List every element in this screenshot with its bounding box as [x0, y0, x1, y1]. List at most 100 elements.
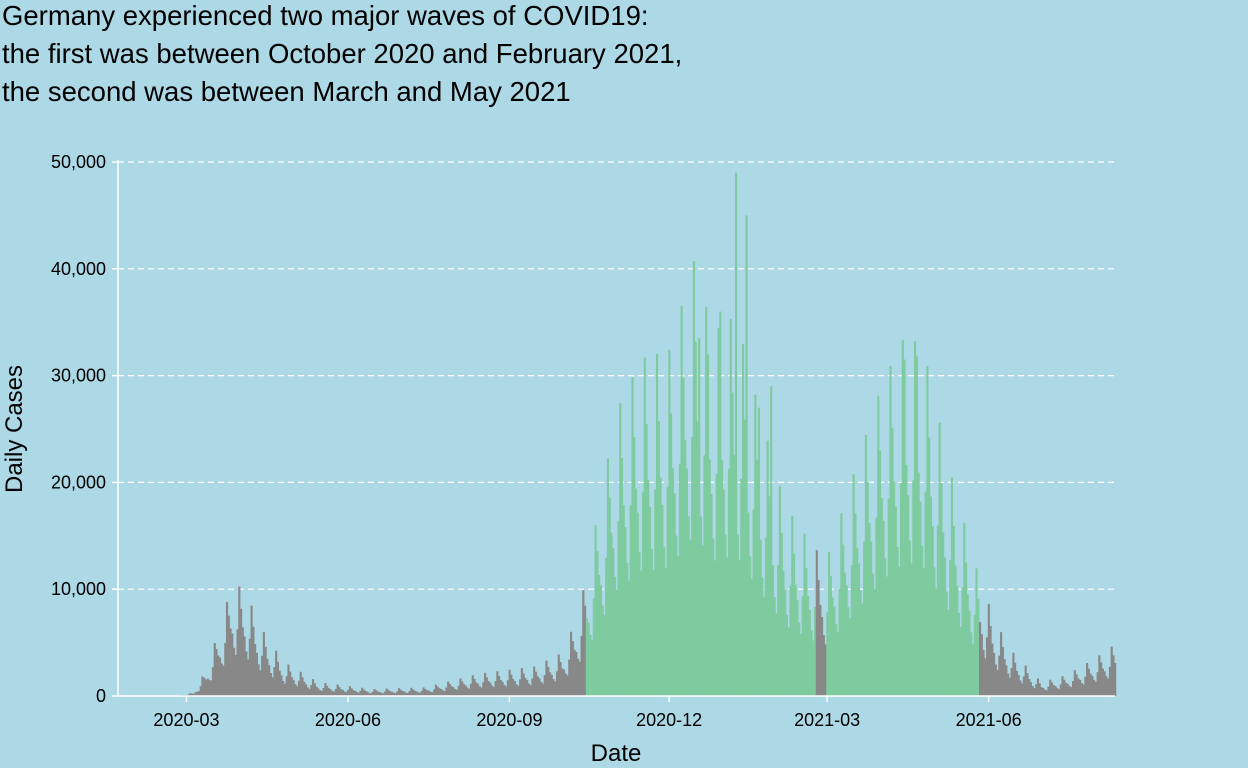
bar — [673, 493, 676, 696]
bar — [473, 679, 476, 696]
bar — [273, 667, 276, 696]
bar — [747, 512, 750, 696]
bar — [350, 688, 353, 696]
bar — [1098, 655, 1101, 696]
bar — [791, 515, 794, 696]
bar — [573, 649, 576, 696]
bar — [1017, 675, 1020, 696]
bar — [201, 676, 204, 696]
bar — [905, 464, 908, 696]
bar — [584, 605, 587, 696]
bar — [1105, 676, 1108, 696]
bar — [1101, 668, 1104, 696]
bar — [433, 689, 436, 696]
bar — [980, 634, 983, 696]
bar — [719, 311, 722, 696]
bar — [1075, 674, 1078, 696]
bar — [225, 602, 229, 696]
chart-title: Germany experienced two major waves of C… — [2, 0, 682, 107]
bar — [1003, 659, 1006, 696]
bar — [431, 692, 434, 696]
bar — [462, 684, 466, 696]
bar — [1091, 675, 1094, 696]
bar — [919, 501, 922, 696]
chart-title-line-3: the second was between March and May 202… — [2, 76, 571, 107]
bar — [278, 670, 281, 696]
bar — [650, 548, 653, 696]
bar — [234, 654, 237, 696]
bar — [664, 568, 667, 696]
bar — [598, 574, 601, 696]
bar — [901, 340, 904, 696]
bar — [659, 477, 662, 696]
bar — [1029, 682, 1033, 696]
bar — [915, 356, 918, 696]
bar — [931, 526, 934, 696]
bar — [533, 666, 536, 696]
bar — [410, 687, 413, 696]
bar — [985, 637, 989, 696]
bar — [1071, 680, 1075, 696]
bar — [540, 681, 543, 696]
bar — [280, 675, 283, 696]
bar — [318, 690, 322, 696]
bar — [585, 618, 588, 696]
bar — [1103, 671, 1106, 696]
bar — [562, 669, 566, 696]
bar — [817, 579, 820, 696]
bar — [485, 677, 488, 696]
bar — [820, 617, 824, 696]
bar — [727, 468, 731, 696]
bar — [952, 525, 955, 696]
bar — [443, 690, 446, 696]
bar — [445, 687, 448, 696]
bar — [354, 690, 357, 696]
chart-title-line-1: Germany experienced two major waves of C… — [2, 0, 649, 31]
bar — [1068, 686, 1071, 696]
bar — [327, 688, 330, 696]
bar — [743, 419, 746, 696]
bar — [601, 605, 604, 696]
bar — [708, 459, 711, 696]
bar — [399, 689, 402, 696]
bar — [645, 423, 648, 696]
bar — [378, 692, 381, 696]
x-tick-label: 2020-03 — [153, 710, 219, 730]
bar — [717, 327, 720, 696]
bar — [517, 685, 520, 696]
bar — [547, 666, 550, 696]
bar — [322, 688, 325, 696]
bar — [699, 516, 703, 696]
bar — [287, 664, 290, 696]
bar — [478, 686, 481, 696]
bar — [638, 551, 641, 696]
bar — [1042, 688, 1045, 696]
bar — [259, 670, 262, 696]
bar — [210, 680, 213, 696]
bar — [836, 632, 839, 696]
bar — [924, 491, 927, 696]
bar — [1080, 683, 1083, 696]
x-tick-label: 2020-12 — [636, 710, 702, 730]
bar — [1086, 663, 1089, 696]
bar — [1100, 662, 1103, 696]
bar — [749, 556, 752, 696]
bar — [512, 679, 515, 696]
bar — [190, 693, 193, 696]
bar — [334, 688, 337, 696]
bar — [720, 460, 724, 696]
bar — [1094, 681, 1097, 696]
bar — [945, 591, 948, 696]
bar — [994, 664, 997, 696]
bar — [466, 687, 469, 696]
bar — [692, 261, 696, 696]
bar — [262, 632, 265, 696]
bar — [401, 690, 404, 696]
bar — [847, 607, 850, 696]
bar — [469, 683, 473, 696]
bar — [968, 610, 971, 696]
bar — [482, 682, 485, 696]
bar — [903, 359, 906, 696]
bar — [991, 643, 994, 696]
bar — [1047, 686, 1050, 696]
